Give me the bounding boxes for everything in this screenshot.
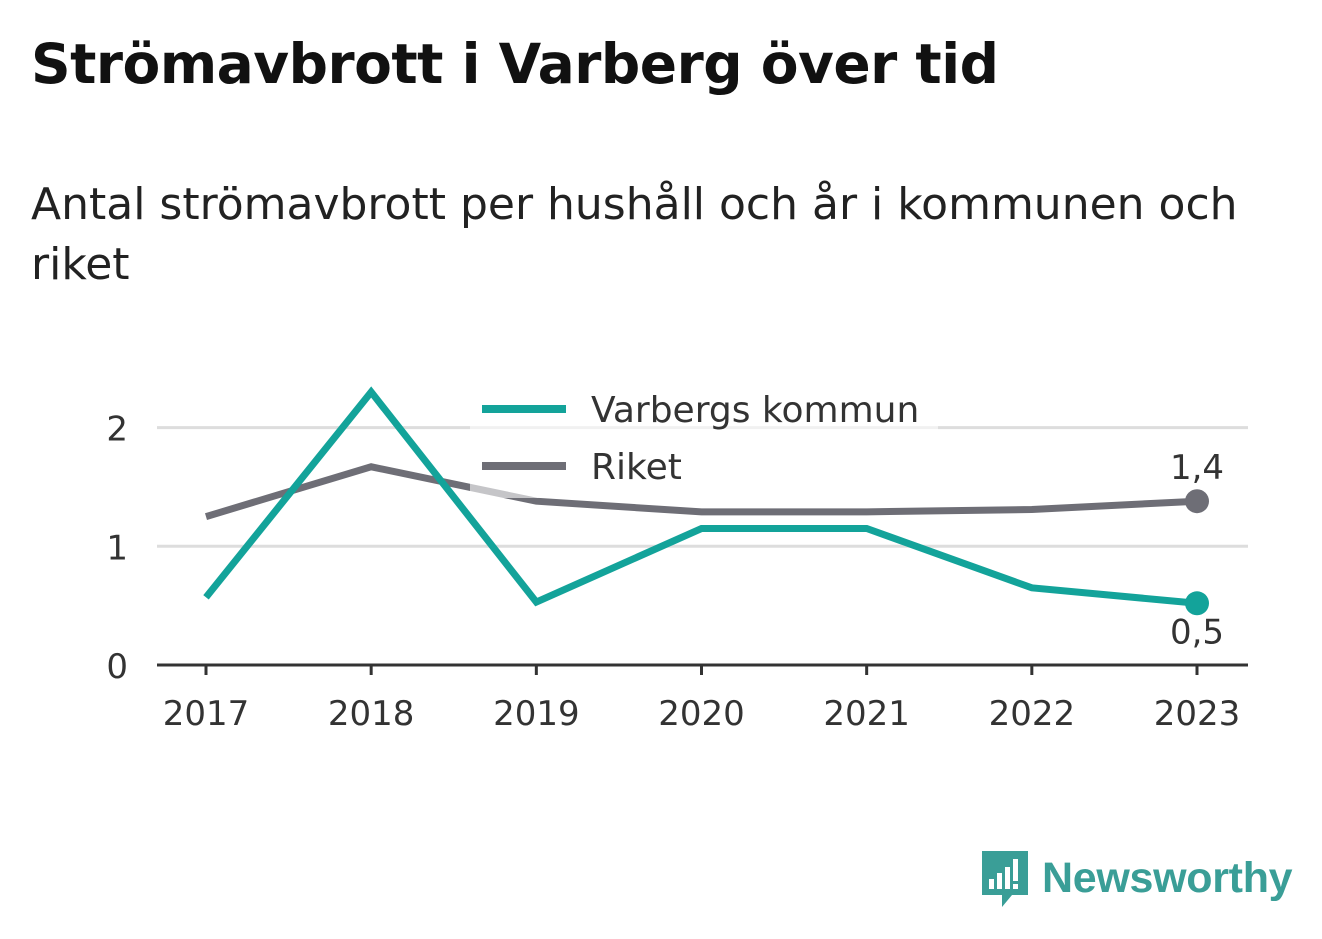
brand-logo: Newsworthy	[980, 848, 1293, 908]
chart-subtitle: Antal strömavbrott per hushåll och år i …	[31, 179, 1238, 290]
x-tick-label: 2020	[658, 694, 745, 734]
y-axis-ticks: 0 1 2	[106, 410, 128, 687]
series-line-varberg	[203, 386, 1198, 607]
series-end-point	[1185, 591, 1209, 616]
end-value-label: 1,4	[1170, 448, 1224, 488]
series-lines	[203, 386, 1209, 616]
x-tick-label: 2022	[989, 694, 1076, 734]
legend-background	[470, 378, 938, 498]
x-tick-label: 2017	[163, 694, 250, 734]
end-value-label: 0,5	[1170, 612, 1224, 652]
end-labels: 0,5 1,4	[1170, 448, 1224, 652]
legend-label: Riket	[591, 447, 682, 488]
y-tick-label: 0	[106, 647, 128, 687]
x-tick-label: 2018	[328, 694, 415, 734]
newsworthy-logo-icon	[982, 851, 1028, 907]
series-end-point	[1185, 489, 1209, 514]
x-tick-label: 2019	[493, 694, 580, 734]
legend-label: Varbergs kommun	[591, 390, 919, 431]
x-tick-label: 2021	[823, 694, 910, 734]
x-axis: 2017 2018 2019 2020 2021 2022 2023	[157, 663, 1248, 734]
series-line-riket	[204, 463, 1198, 520]
y-tick-label: 1	[106, 528, 128, 568]
x-tick-label: 2023	[1154, 694, 1241, 734]
y-tick-label: 2	[106, 410, 128, 450]
chart-title: Strömavbrott i Varberg över tid	[31, 32, 999, 96]
brand-name: Newsworthy	[1042, 853, 1293, 902]
legend: Varbergs kommun Riket	[470, 378, 938, 498]
